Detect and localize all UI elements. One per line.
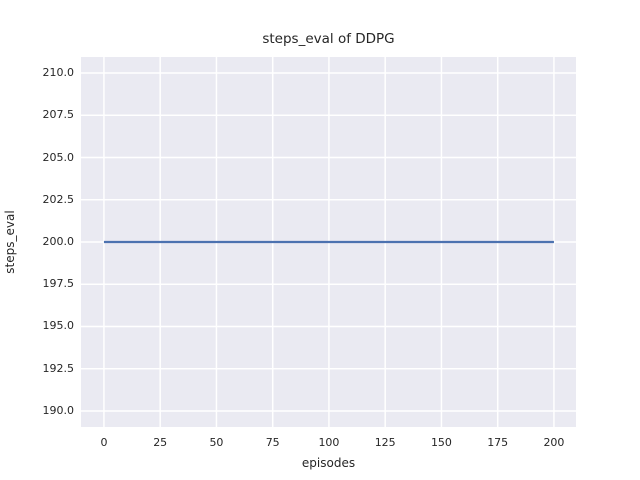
y-axis-label: steps_eval [3,210,17,274]
x-tick-label: 0 [100,436,108,449]
y-tick-label: 210.0 [42,66,75,80]
plot-area [81,57,576,427]
y-tick-label: 205.0 [42,150,75,164]
x-tick-label: 100 [318,436,340,449]
x-tick-label: 200 [543,436,565,449]
x-tick-label: 75 [265,436,280,449]
x-axis-label: episodes [301,456,356,470]
x-tick-label: 50 [209,436,224,449]
x-tick-label: 25 [153,436,168,449]
chart-title: steps_eval of DDPG [262,31,395,47]
y-tick-label: 190.0 [42,403,75,417]
y-tick-label: 207.5 [42,108,75,122]
x-tick-label: 150 [430,436,452,449]
x-tick-label: 175 [487,436,509,449]
y-tick-label: 200.0 [42,235,75,248]
y-tick-label: 192.5 [42,361,75,375]
y-tick-label: 195.0 [42,319,75,333]
y-tick-label: 202.5 [42,192,75,206]
x-tick-label: 125 [374,436,396,449]
y-tick-label: 197.5 [42,277,75,291]
